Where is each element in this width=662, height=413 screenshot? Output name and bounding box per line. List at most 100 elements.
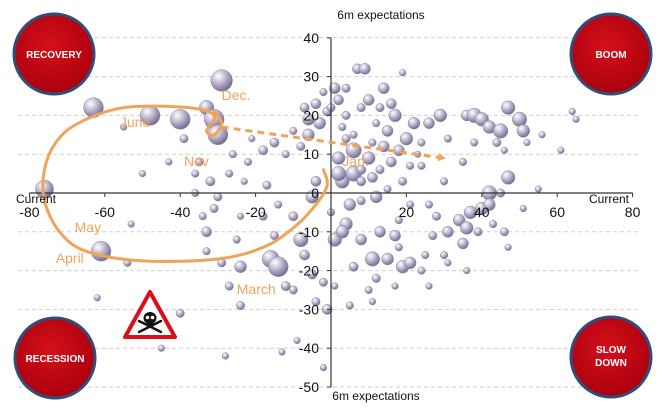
bubble-point-65: [299, 102, 310, 113]
x-tick-label-8: 80: [625, 204, 641, 220]
bubble-point-56: [293, 336, 301, 345]
bubble-point-155: [364, 285, 373, 295]
bubble-point-166: [538, 131, 546, 139]
bubble-point-148: [364, 251, 381, 267]
bubble-point-147: [381, 252, 394, 266]
bubble-point-145: [499, 227, 509, 237]
bubble-point-33: [288, 211, 299, 222]
month-annotations: Dec. June Nov Jan. May April March: [56, 87, 369, 297]
bubble-point-34: [305, 190, 319, 204]
annotation-april: April: [56, 250, 84, 266]
bubble-point-31: [262, 180, 272, 190]
y-axis-label-top: 6m expectations: [337, 8, 424, 22]
bubble-point-53: [93, 294, 101, 302]
bubble-point-163: [500, 146, 508, 154]
bubble-point-161: [368, 298, 377, 306]
quadrant-badge-boom: BOOM: [569, 12, 653, 96]
bubble-point-26: [269, 137, 280, 148]
bubble-point-73: [329, 82, 341, 95]
bubble-point-130: [374, 226, 386, 238]
bubble-point-60: [179, 134, 189, 144]
bubble-point-118: [440, 177, 449, 186]
bubble-point-111: [516, 124, 530, 138]
bubble-point-159: [345, 301, 354, 310]
bubble-point-100: [399, 132, 414, 146]
quadrant-badge-slow-down: SLOW DOWN: [569, 315, 653, 399]
bubble-point-143: [442, 226, 454, 238]
bubble-point-24: [228, 150, 237, 159]
bubble-point-43: [319, 277, 328, 287]
x-tick-label-1: -60: [95, 204, 115, 220]
bubble-point-61: [225, 169, 234, 178]
bubble-point-59: [234, 260, 247, 273]
bubble-point-132: [394, 216, 403, 225]
bubble-point-66: [302, 113, 315, 126]
bubble-point-68: [310, 98, 322, 110]
bubble-point-40: [268, 256, 289, 277]
bubble-point-144: [428, 231, 438, 241]
bubble-point-67: [313, 116, 326, 130]
bubble-point-150: [403, 256, 417, 270]
bubble-point-16: [198, 212, 207, 221]
bubble-point-11: [191, 169, 200, 178]
x-tick-label-5: 20: [399, 204, 415, 220]
axes: -80 -60 -40 -20 20 40 60 80 40 30 20 10 0 -10 -20 -30 -4…: [19, 30, 640, 395]
bubble-point-114: [443, 134, 452, 143]
bubble-point-23: [244, 157, 253, 166]
bubble-point-128: [335, 225, 349, 239]
bubble-point-14: [213, 192, 223, 202]
bubble-series: [35, 63, 580, 372]
bubble-point-55: [221, 352, 230, 360]
y-tick-label-3: 10: [303, 146, 319, 162]
bubble-point-176: [338, 123, 347, 132]
badge-label-recession: RECESSION: [26, 354, 85, 365]
bubble-point-101: [407, 116, 421, 130]
y-tick-label-4: 0: [311, 185, 319, 201]
bubble-point-139: [483, 198, 496, 211]
annotation-june: June: [120, 114, 151, 130]
quadrant-badge-recovery: RECOVERY: [12, 12, 96, 96]
bubble-point-38: [293, 232, 309, 248]
bubble-point-134: [425, 200, 434, 209]
trend-arrow: [221, 125, 447, 162]
bubble-point-54: [157, 344, 165, 352]
bubble-point-42: [299, 249, 310, 261]
bubble-point-57: [278, 348, 286, 356]
bubble-point-20: [232, 235, 241, 244]
bubble-point-13: [205, 176, 216, 187]
bubble-point-28: [296, 141, 306, 151]
bubble-point-9: [194, 157, 204, 167]
y-tick-label-0: 40: [303, 30, 319, 46]
bubble-point-97: [375, 165, 385, 175]
bubble-point-52: [127, 220, 135, 228]
bubble-point-32: [274, 200, 283, 209]
y-tick-label-9: -50: [299, 379, 319, 395]
badge-label-recovery: RECOVERY: [26, 50, 82, 61]
bubble-point-174: [463, 267, 471, 275]
bubble-point-164: [523, 138, 531, 147]
bubble-point-170: [519, 204, 527, 213]
history-curve: [41, 104, 329, 263]
bubble-point-172: [444, 259, 452, 267]
bubble-point-173: [425, 282, 433, 290]
bubble-point-96: [367, 172, 378, 183]
annotation-dec: Dec.: [222, 87, 251, 103]
bubble-point-62: [248, 135, 256, 143]
x-tick-label-7: 60: [549, 204, 565, 220]
annotation-nov: Nov: [184, 153, 209, 169]
y-tick-label-5: -10: [299, 224, 319, 240]
bubble-point-48: [236, 301, 245, 310]
bubble-point-98: [385, 156, 397, 168]
annotation-march: March: [237, 281, 276, 297]
bubble-point-45: [288, 285, 298, 295]
bubble-point-119: [417, 161, 426, 170]
bubble-point-80: [359, 63, 371, 75]
x-tick-label-2: -40: [170, 204, 190, 220]
bubble-point-41: [307, 269, 318, 280]
quadrant-badge-recession: RECESSION: [13, 316, 97, 400]
bubble-point-71: [333, 94, 344, 106]
bubble-point-86: [368, 138, 377, 147]
bubble-point-74: [341, 83, 351, 93]
bubble-point-108: [493, 123, 509, 139]
bubble-point-135: [432, 211, 442, 221]
